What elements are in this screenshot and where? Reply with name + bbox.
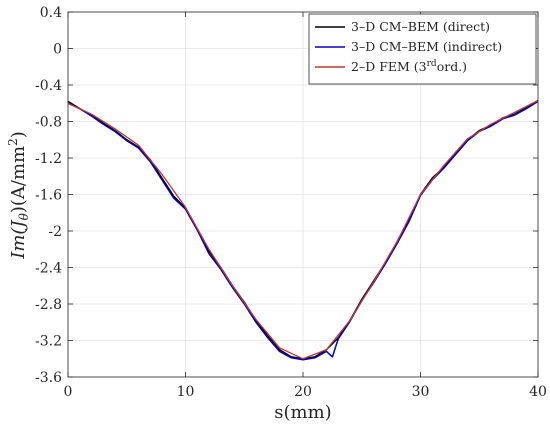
y-axis-label: Im(Jθ)(A/mm2) xyxy=(6,131,31,260)
y-tick-label: -1.2 xyxy=(35,151,62,167)
legend-label-2: 3–D CM–BEM (indirect) xyxy=(351,39,502,54)
x-tick-label: 0 xyxy=(64,384,73,400)
x-tick-label: 20 xyxy=(294,384,312,400)
y-tick-label: -3.6 xyxy=(35,370,62,386)
legend: 3–D CM–BEM (direct) 3–D CM–BEM (indirect)… xyxy=(308,13,537,85)
y-tick-label: -0.4 xyxy=(35,78,62,94)
series-line-3 xyxy=(67,99,539,360)
y-tick-label: -1.6 xyxy=(35,188,62,204)
y-tick-label: -3.2 xyxy=(35,334,62,350)
legend-items: 3–D CM–BEM (direct) 3–D CM–BEM (indirect)… xyxy=(315,19,502,74)
legend-label-1: 3–D CM–BEM (direct) xyxy=(351,19,490,34)
x-tick-label: 40 xyxy=(529,384,547,400)
y-axis-label-mid: )(A/mm xyxy=(8,146,29,213)
y-tick-label: 0 xyxy=(53,42,62,58)
legend-box xyxy=(308,13,537,85)
y-axis-label-main: Im(J xyxy=(8,219,29,260)
y-tick-label: -2.8 xyxy=(35,297,62,313)
ticks: 0 10 20 30 40 0.4 0 -0.4 -0.8 -1.2 -1.6 -2 -2.4 -2.8 -… xyxy=(35,5,547,400)
x-tick-label: 30 xyxy=(412,384,430,400)
x-axis-label: s(mm) xyxy=(274,402,331,423)
y-tick-label: -2 xyxy=(48,224,62,240)
series-line-2 xyxy=(67,100,539,361)
y-tick-label: -2.4 xyxy=(35,261,62,277)
legend-label-3: 2–D FEM (3rdord.) xyxy=(351,59,467,74)
grid xyxy=(67,11,539,378)
series-lines xyxy=(67,99,539,361)
y-tick-label: -0.8 xyxy=(35,115,62,131)
y-axis-label-sup: 2 xyxy=(6,138,20,146)
y-tick-label: 0.4 xyxy=(40,5,62,21)
y-axis-label-end: ) xyxy=(8,131,29,138)
x-tick-label: 10 xyxy=(177,384,195,400)
y-axis-label-sub: θ xyxy=(17,212,31,220)
